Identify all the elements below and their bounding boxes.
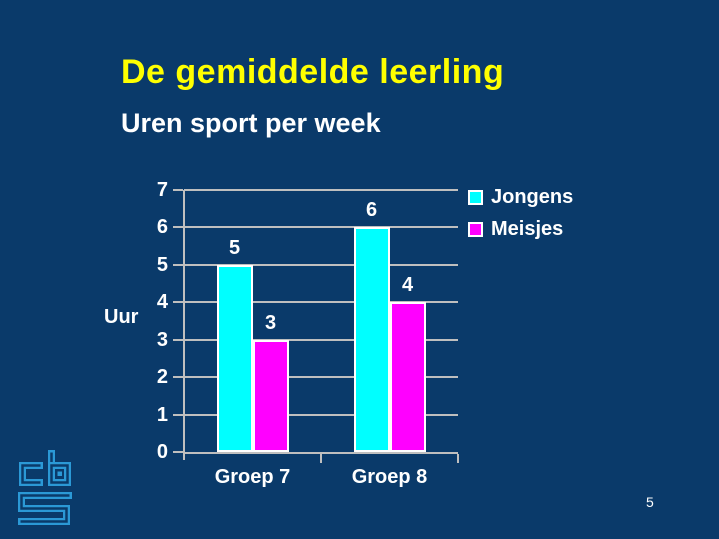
bar-meisjes-groep-7	[252, 339, 289, 452]
y-axis-line	[183, 190, 185, 460]
y-axis-tick	[173, 263, 183, 266]
bar-value-label: 6	[365, 199, 378, 222]
y-axis-tick	[173, 413, 183, 416]
legend-label: Jongens	[491, 186, 574, 208]
y-tick-label: 0	[156, 441, 168, 463]
y-tick-label: 1	[156, 403, 168, 426]
slide-subtitle: Uren sport per week	[121, 108, 381, 138]
logo-letter-b-bowl-inner	[50, 464, 69, 484]
bar-meisjes-groep-8	[389, 302, 426, 452]
legend-swatch-jongens	[468, 190, 483, 205]
legend-item: Meisjes	[468, 218, 573, 241]
y-axis-title: Uur	[104, 306, 139, 328]
logo-letter-c-inner	[21, 464, 41, 484]
gridline	[184, 413, 458, 416]
y-tick-label: 6	[156, 216, 168, 239]
x-axis-tick	[320, 454, 322, 463]
y-axis-tick	[173, 226, 183, 229]
x-axis-tick	[457, 454, 459, 463]
logo-letter-b-dot	[57, 471, 62, 476]
y-axis-tick	[173, 189, 183, 191]
cbs-logo	[18, 450, 72, 525]
x-category-label: Groep 8	[351, 466, 428, 488]
y-tick-label: 7	[156, 179, 168, 201]
page-number: 5	[646, 494, 654, 510]
gridline	[184, 226, 458, 229]
y-axis-tick	[173, 376, 183, 379]
slide-title: De gemiddelde leerling	[121, 53, 505, 91]
bar-jongens-groep-8	[353, 227, 390, 452]
gridline	[184, 376, 458, 379]
y-axis-tick	[173, 451, 183, 453]
chart-legend: Jongens Meisjes	[468, 186, 573, 250]
gridline	[184, 338, 458, 341]
bar-value-label: 5	[228, 236, 241, 259]
y-tick-label: 5	[156, 253, 168, 276]
x-category-label: Groep 7	[214, 466, 291, 488]
bar-jongens-groep-7	[216, 264, 253, 452]
plot-area: 0 1 2 3 4 5 6 7 5 6 3 4 Groep 7 Groep 8	[157, 179, 459, 488]
logo-letter-s-inner	[20, 494, 70, 523]
y-tick-label: 2	[156, 366, 168, 389]
bar-value-label: 4	[401, 274, 414, 297]
y-tick-label: 4	[156, 291, 168, 314]
gridline	[184, 263, 458, 266]
legend-swatch-meisjes	[468, 222, 483, 237]
legend-item: Jongens	[468, 186, 573, 209]
gridline	[184, 301, 458, 304]
x-axis-line	[184, 452, 458, 454]
y-axis-tick	[173, 338, 183, 341]
y-axis-tick	[173, 301, 183, 304]
logo-letter-c	[19, 462, 43, 486]
y-tick-label: 3	[156, 328, 168, 351]
bar-value-label: 3	[264, 311, 277, 334]
legend-label: Meisjes	[491, 218, 564, 240]
gridline	[184, 189, 458, 191]
